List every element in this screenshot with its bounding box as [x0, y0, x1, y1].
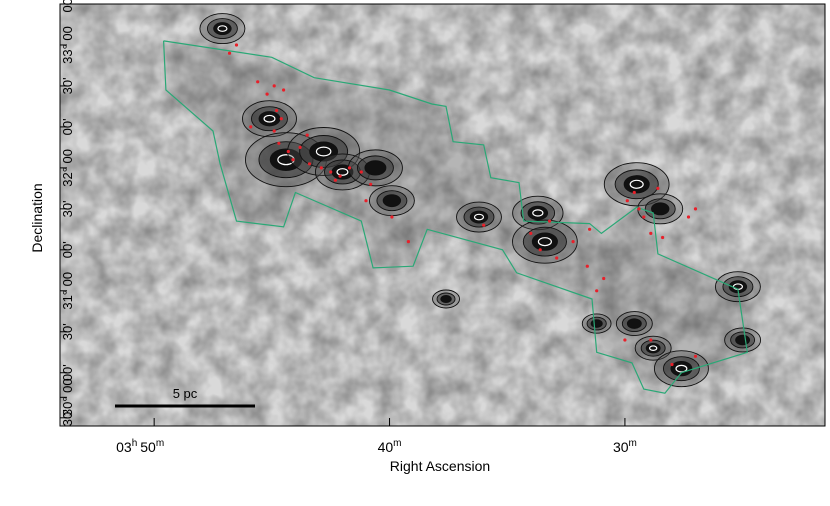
source-32: [637, 207, 641, 211]
source-markers: [227, 43, 698, 367]
source-37: [686, 215, 691, 219]
source-20: [390, 215, 394, 219]
x-axis-label: Right Ascension: [390, 458, 490, 474]
source-39: [623, 338, 627, 342]
source-9: [277, 141, 281, 145]
plot-frame: [59, 3, 826, 427]
core-5: [347, 149, 403, 187]
source-25: [555, 256, 559, 260]
source-17: [347, 166, 352, 170]
source-47: [548, 219, 552, 223]
source-21: [406, 240, 410, 244]
core-16: [724, 327, 762, 353]
y-tick-label-3: 00': [60, 118, 75, 135]
x-axis-ticks: 03h 50m 40m 30m: [116, 418, 637, 455]
source-33: [642, 215, 646, 219]
scale-bar: 5 pc: [115, 386, 255, 408]
core-13: [634, 335, 672, 361]
source-14: [319, 166, 323, 170]
core-17: [581, 313, 612, 334]
source-38: [693, 207, 698, 211]
source-4: [272, 84, 276, 88]
y-tick-label-11: 30': [60, 409, 75, 426]
core-1: [242, 100, 297, 138]
source-15: [329, 170, 333, 174]
dense-cores: [199, 13, 762, 388]
y-tick-label-4: 32° 00: [60, 149, 75, 187]
source-48: [588, 227, 592, 231]
y-tick-label-9: 00': [60, 364, 75, 381]
source-41: [670, 362, 674, 367]
source-43: [249, 125, 253, 129]
y-tick-label-2: 30': [60, 77, 75, 94]
source-30: [625, 199, 629, 203]
core-15: [714, 271, 761, 303]
core-12: [615, 311, 653, 337]
source-1: [234, 43, 239, 47]
survey-outline: [163, 40, 748, 394]
source-35: [661, 235, 665, 240]
source-42: [693, 354, 698, 358]
x-tick-label-2: 30m: [613, 438, 637, 455]
source-34: [649, 231, 653, 235]
core-6: [368, 185, 415, 217]
source-13: [307, 162, 312, 166]
source-11: [291, 158, 295, 162]
source-3: [265, 92, 269, 96]
source-29: [602, 276, 606, 281]
x-tick-label-1: 40m: [378, 438, 402, 455]
source-0: [227, 51, 232, 55]
y-tick-label-0: 00': [60, 0, 75, 12]
core-11: [637, 193, 684, 225]
source-16: [338, 174, 342, 178]
core-18: [432, 289, 460, 309]
source-10: [286, 149, 290, 154]
core-0: [199, 13, 246, 45]
source-5: [282, 88, 286, 92]
source-7: [279, 117, 283, 121]
y-tick-label-6: 00': [60, 241, 75, 258]
y-axis-label: Declination: [29, 183, 45, 252]
source-18: [359, 170, 363, 174]
y-tick-label-1: 33° 00: [60, 26, 75, 64]
source-45: [333, 178, 337, 182]
source-12: [298, 145, 302, 149]
source-2: [256, 80, 260, 84]
source-46: [364, 199, 368, 203]
source-26: [571, 240, 575, 244]
y-tick-label-8: 30': [60, 323, 75, 340]
source-44: [305, 133, 309, 137]
source-31: [632, 190, 636, 195]
y-tick-label-10: 30° 00: [60, 378, 75, 416]
source-28: [595, 289, 599, 293]
source-27: [585, 264, 589, 268]
core-7: [456, 201, 502, 233]
x-tick-label-0: 03h 50m: [116, 438, 164, 455]
source-36: [656, 186, 660, 190]
source-40: [649, 338, 653, 342]
source-8: [272, 129, 276, 133]
source-24: [538, 248, 542, 252]
core-14: [653, 350, 709, 388]
source-22: [482, 223, 486, 227]
source-23: [529, 231, 533, 235]
y-tick-label-7: 31° 00: [60, 272, 75, 310]
y-tick-label-5: 30': [60, 200, 75, 217]
source-19: [369, 182, 373, 186]
source-6: [275, 108, 279, 113]
scale-bar-label: 5 pc: [173, 386, 198, 401]
core-9: [512, 219, 578, 264]
